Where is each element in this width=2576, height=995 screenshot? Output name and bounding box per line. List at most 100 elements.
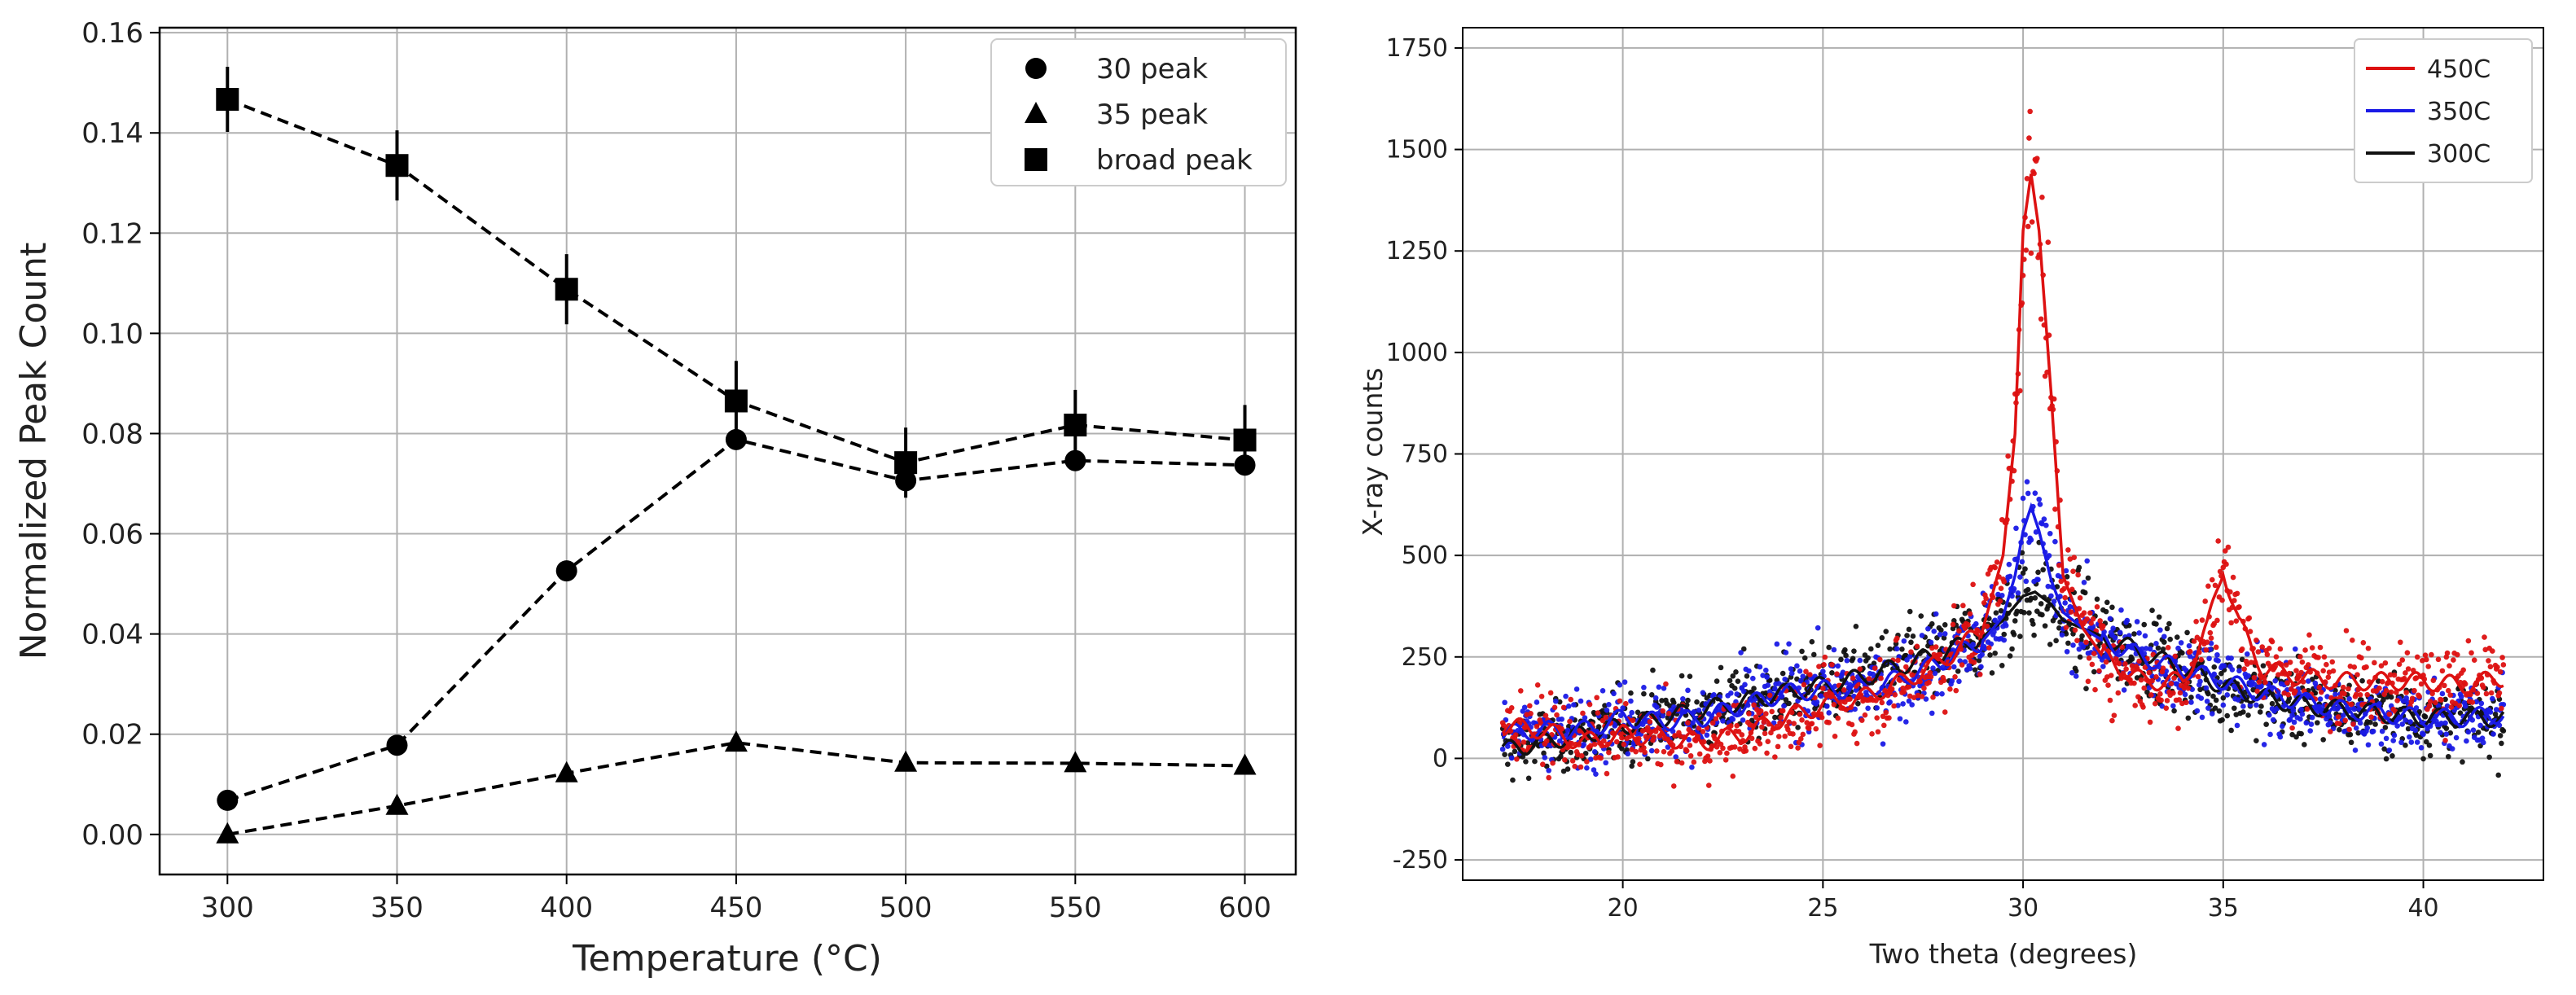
right-series-line <box>1502 173 2504 752</box>
right-scatter-point <box>2316 684 2323 690</box>
right-scatter-point <box>2086 655 2092 661</box>
right-scatter-point <box>1722 756 1729 763</box>
right-scatter-point <box>1539 761 1546 768</box>
right-scatter-point <box>2064 573 2070 580</box>
right-scatter-point <box>2426 703 2433 709</box>
right-scatter-point <box>2495 664 2500 670</box>
right-scatter-point <box>2085 678 2091 685</box>
right-scatter-point <box>1853 624 1859 629</box>
right-scatter-point <box>2097 618 2103 624</box>
right-scatter-point <box>1645 756 1651 762</box>
right-scatter-point <box>1857 666 1863 672</box>
left-data-point <box>555 278 578 301</box>
right-scatter-point <box>1622 700 1629 707</box>
right-scatter-point <box>1584 765 1590 771</box>
right-scatter-point <box>2486 754 2492 760</box>
right-scatter-point <box>2292 688 2298 695</box>
right-scatter-point <box>1852 706 1858 712</box>
right-scatter-point <box>1730 673 1736 679</box>
right-scatter-point <box>1878 675 1884 682</box>
right-scatter-point <box>2438 721 2444 726</box>
right-scatter-point <box>1717 750 1723 756</box>
left-y-tick-label: 0.04 <box>81 619 143 651</box>
right-scatter-point <box>2334 706 2341 712</box>
right-scatter-point <box>1909 672 1915 678</box>
right-scatter-point <box>2171 708 2177 714</box>
right-scatter-point <box>1572 763 1578 769</box>
right-scatter-point <box>1941 635 1947 641</box>
right-scatter-point <box>2394 698 2400 704</box>
right-scatter-point <box>2074 638 2080 643</box>
right-scatter-point <box>2267 646 2272 651</box>
right-scatter-point <box>2081 580 2087 585</box>
right-scatter-point <box>1795 725 1801 730</box>
right-scatter-point <box>2193 618 2199 625</box>
right-scatter-point <box>2430 677 2437 683</box>
right-scatter-point <box>1919 633 1925 638</box>
right-x-tick-label: 20 <box>1607 894 1638 923</box>
right-scatter-point <box>2001 579 2008 585</box>
right-scatter-point <box>1810 651 1817 658</box>
right-scatter-point <box>2076 564 2082 571</box>
right-scatter-point <box>1907 653 1913 660</box>
right-scatter-point <box>2027 108 2033 115</box>
right-scatter-point <box>1981 600 1987 606</box>
right-scatter-point <box>2212 705 2218 711</box>
right-scatter-point <box>1564 727 1571 734</box>
right-scatter-point <box>2217 568 2223 575</box>
right-scatter-point <box>2302 742 2307 747</box>
right-scatter-point <box>1673 754 1679 760</box>
right-scatter-point <box>2026 135 2032 141</box>
right-scatter-point <box>1910 633 1916 639</box>
right-scatter-point <box>2253 637 2259 643</box>
right-scatter-point <box>2219 597 2225 603</box>
right-scatter-point <box>1781 703 1787 709</box>
right-scatter-point <box>2175 645 2181 651</box>
left-legend-label: 30 peak <box>1096 53 1208 85</box>
right-scatter-point <box>2170 690 2176 696</box>
right-scatter-point <box>2305 678 2311 684</box>
right-scatter-point <box>2090 616 2096 622</box>
right-scatter-point <box>2079 633 2085 639</box>
right-scatter-point <box>2199 617 2205 623</box>
right-scatter-point <box>2164 625 2170 632</box>
right-scatter-point <box>1611 690 1617 697</box>
right-scatter-point <box>2350 721 2356 727</box>
right-x-axis-label: Two theta (degrees) <box>1869 938 2138 970</box>
right-scatter-point <box>1993 610 1999 616</box>
right-scatter-point <box>1641 684 1647 690</box>
right-scatter-point <box>2490 695 2495 702</box>
right-scatter-point <box>1983 595 1989 602</box>
right-scatter-point <box>2150 651 2157 658</box>
right-scatter-point <box>1953 687 1959 694</box>
right-scatter-point <box>1800 731 1806 738</box>
right-scatter-point <box>1577 728 1583 734</box>
right-scatter-point <box>1630 717 1636 724</box>
right-scatter-point <box>2029 219 2035 225</box>
right-scatter-point <box>1838 656 1844 663</box>
right-x-tick-label: 25 <box>1807 894 1838 923</box>
right-scatter-point <box>1976 657 1982 664</box>
right-scatter-point <box>2438 697 2444 703</box>
right-scatter-point <box>1786 641 1792 647</box>
left-plot-frame <box>158 26 1297 876</box>
right-scatter-point <box>1532 758 1538 765</box>
left-legend-label: broad peak <box>1096 144 1253 177</box>
right-scatter-point <box>2403 670 2408 676</box>
right-scatter-point <box>2456 703 2463 708</box>
right-scatter-point <box>1841 687 1847 693</box>
right-scatter-point <box>2142 664 2148 670</box>
left-data-point <box>1064 414 1087 436</box>
left-data-point <box>1064 751 1087 773</box>
right-scatter-point <box>1523 759 1529 765</box>
right-scatter-point <box>2121 687 2127 693</box>
right-scatter-point <box>2383 735 2389 742</box>
right-scatter-point <box>2330 668 2337 674</box>
right-scatter-point <box>1764 750 1770 756</box>
left-x-tick-label: 550 <box>1049 892 1102 924</box>
right-scatter-point <box>1933 611 1939 617</box>
right-scatter-point <box>1622 679 1628 685</box>
right-scatter-point <box>2442 737 2448 743</box>
right-scatter-point <box>2157 627 2163 633</box>
right-y-tick-label: 1000 <box>1386 339 1448 367</box>
